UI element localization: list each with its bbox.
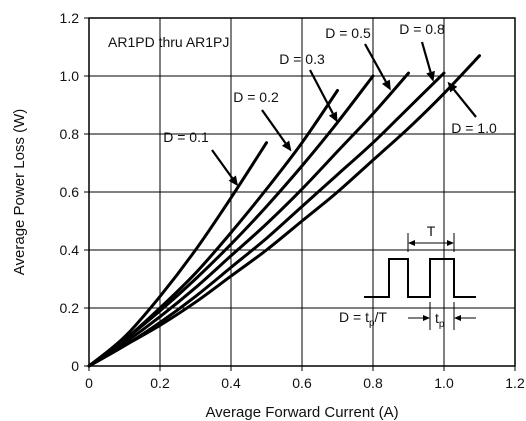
series-line [87,71,446,368]
annotation-arrowhead [447,81,458,93]
annotation-leader [261,109,287,144]
curve-label: D = 1.0 [451,120,497,136]
y-tick-label: 0.8 [60,126,80,142]
annotation-leader [364,43,387,83]
series-line [87,141,268,368]
x-tick-label: 0 [85,375,93,391]
series-line [87,71,410,368]
pulse-arrowhead-left [423,315,430,321]
series-line [87,74,375,368]
device-label: AR1PD thru AR1PJ [108,34,229,50]
y-tick-label: 0.6 [60,184,80,200]
curve-label: D = 0.3 [279,51,325,67]
y-tick-label: 0 [71,358,79,374]
x-tick-label: 1.2 [505,375,525,391]
x-tick-label: 0.4 [221,375,241,391]
x-tick-label: 1.0 [434,375,454,391]
y-axis-title: Average Power Loss (W) [11,109,28,275]
pulse-waveform [364,258,476,298]
curve-label: D = 0.5 [325,25,371,41]
pulse-arrowhead-right [454,315,461,321]
series-line [87,89,339,368]
period-arrowhead-right [447,240,454,246]
series-curves [87,54,481,368]
duty-cycle-inset: T D = tp/T tp [339,223,476,330]
y-tick-label: 1.0 [60,68,80,84]
curve-annotations: D = 0.1 D = 0.2 D = 0.3D = 0.5 D = 0.8 D = 1… [163,21,497,187]
curve-label: D = 0.1 [163,129,209,145]
x-tick-label: 0.8 [363,375,383,391]
x-axis: 0 0.2 0.4 0.6 0.8 1.0 1.2 [85,366,525,391]
annotation-arrowhead [228,175,239,187]
annotation-arrowhead [382,79,391,91]
duty-formula: D = tp/T [339,309,387,329]
annotation-leader [309,69,334,115]
y-axis: 0 0.2 0.4 0.6 0.8 1.0 1.2 [60,10,89,374]
annotation-leader [452,88,477,118]
curve-label: D = 0.8 [399,21,445,37]
annotation-arrowhead [281,140,292,152]
y-tick-label: 0.2 [60,300,80,316]
x-tick-label: 0.6 [292,375,312,391]
annotation-arrowhead [426,70,435,82]
pulse-width-label: tp [435,310,445,330]
y-tick-label: 1.2 [60,10,80,26]
curve-label: D = 0.2 [233,89,279,105]
series-line [87,54,481,368]
annotation-leader [211,149,234,179]
period-label: T [427,223,436,239]
annotation-arrowhead [328,111,338,123]
y-tick-label: 0.4 [60,242,80,258]
period-arrowhead-left [408,240,415,246]
x-axis-title: Average Forward Current (A) [205,404,398,421]
annotation-leader [420,41,432,73]
x-tick-label: 0.2 [150,375,170,391]
